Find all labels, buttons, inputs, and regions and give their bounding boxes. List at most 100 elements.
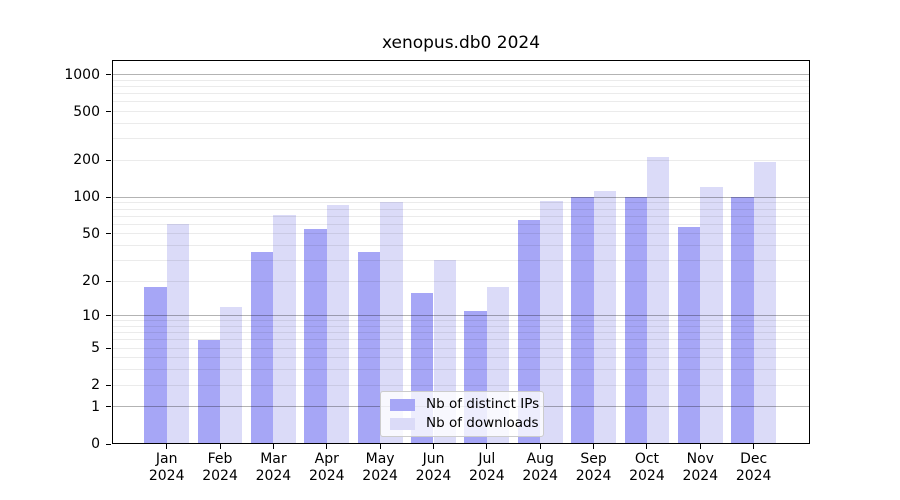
legend-row-ips: Nb of distinct IPs bbox=[390, 397, 539, 412]
x-tick-label: Oct 2024 bbox=[619, 451, 675, 485]
y-axis-tick bbox=[106, 315, 111, 317]
x-tick-year: 2024 bbox=[469, 468, 505, 484]
y-axis-tick bbox=[106, 443, 111, 445]
x-tick-label: Dec 2024 bbox=[726, 451, 782, 485]
gridline-minor bbox=[112, 208, 810, 210]
y-axis-tick bbox=[106, 159, 111, 161]
x-tick-year: 2024 bbox=[362, 468, 398, 484]
y-axis-tick bbox=[106, 406, 111, 408]
gridline-minor bbox=[112, 215, 810, 217]
ips-swatch-icon bbox=[390, 398, 415, 411]
x-tick-year: 2024 bbox=[308, 468, 345, 484]
x-axis-tick bbox=[166, 444, 168, 449]
bar-ips-feb bbox=[197, 340, 221, 444]
gridline-minor bbox=[112, 79, 810, 81]
x-axis-tick bbox=[379, 444, 381, 449]
plot-area bbox=[112, 60, 810, 444]
bar-ips-jan bbox=[144, 286, 167, 444]
gridline-minor bbox=[112, 384, 810, 386]
gridline-minor bbox=[112, 280, 810, 282]
y-axis-tick bbox=[106, 233, 111, 235]
y-axis-tick bbox=[106, 111, 111, 113]
bar-downloads-sep bbox=[593, 190, 616, 444]
y-tick-label: 5 bbox=[91, 340, 100, 357]
bar-ips-apr bbox=[304, 228, 327, 444]
bar-downloads-mar bbox=[273, 214, 296, 444]
x-axis-tick bbox=[593, 444, 595, 449]
x-tick-label: Sep 2024 bbox=[566, 451, 622, 485]
legend: Nb of distinct IPs Nb of downloads bbox=[380, 391, 544, 437]
x-tick-label: Jun 2024 bbox=[406, 451, 462, 485]
bar-downloads-feb bbox=[220, 306, 243, 444]
x-tick-year: 2024 bbox=[682, 468, 719, 484]
bar-ips-aug bbox=[517, 220, 541, 444]
gridline-minor bbox=[112, 259, 810, 261]
x-axis-tick bbox=[486, 444, 488, 449]
gridline-minor bbox=[112, 326, 810, 328]
gridline-minor bbox=[112, 93, 810, 95]
downloads-swatch-icon bbox=[390, 417, 415, 430]
x-axis-tick bbox=[699, 444, 701, 449]
x-tick-label: May 2024 bbox=[352, 451, 408, 485]
x-axis-tick bbox=[219, 444, 221, 449]
y-tick-label: 500 bbox=[73, 103, 100, 120]
x-tick-label: Jan 2024 bbox=[139, 451, 195, 485]
x-axis-tick bbox=[539, 444, 541, 449]
bar-downloads-oct bbox=[646, 156, 670, 444]
gridline-minor bbox=[112, 138, 810, 140]
bar-downloads-jan bbox=[166, 224, 190, 444]
gridline-minor bbox=[112, 111, 810, 113]
y-axis-tick bbox=[106, 280, 111, 282]
y-axis-tick bbox=[106, 384, 111, 386]
y-axis-tick bbox=[106, 347, 111, 349]
gridline-minor bbox=[112, 202, 810, 204]
gridline-major bbox=[112, 196, 810, 198]
gridline-minor bbox=[112, 223, 810, 225]
x-tick-label: Mar 2024 bbox=[245, 451, 301, 485]
gridline-minor bbox=[112, 233, 810, 235]
bar-downloads-apr bbox=[326, 205, 350, 444]
y-axis-tick bbox=[106, 74, 111, 76]
gridline-minor bbox=[112, 320, 810, 322]
x-tick-year: 2024 bbox=[735, 468, 772, 484]
legend-row-downloads: Nb of downloads bbox=[390, 416, 539, 431]
x-tick-label: Apr 2024 bbox=[299, 451, 355, 485]
gridline-minor bbox=[112, 357, 810, 359]
y-tick-label: 20 bbox=[82, 273, 100, 290]
gridline-minor bbox=[112, 369, 810, 371]
gridline-minor bbox=[112, 244, 810, 246]
x-tick-year: 2024 bbox=[575, 468, 612, 484]
x-tick-year: 2024 bbox=[148, 468, 185, 484]
x-tick-year: 2024 bbox=[522, 468, 559, 484]
y-tick-label: 0 bbox=[91, 436, 100, 452]
gridline-minor bbox=[112, 332, 810, 334]
y-tick-label: 1 bbox=[91, 398, 100, 415]
x-tick-year: 2024 bbox=[415, 468, 452, 484]
gridline-minor bbox=[112, 101, 810, 103]
gridline-minor bbox=[112, 339, 810, 341]
bar-downloads-may bbox=[380, 201, 403, 444]
y-tick-label: 200 bbox=[73, 152, 100, 169]
x-axis-tick bbox=[272, 444, 274, 449]
gridline-minor bbox=[112, 86, 810, 88]
y-tick-label: 2 bbox=[91, 377, 100, 394]
gridline-minor bbox=[112, 347, 810, 349]
x-axis-tick bbox=[326, 444, 328, 449]
x-axis-tick bbox=[646, 444, 648, 449]
y-tick-label: 100 bbox=[73, 189, 100, 206]
legend-label-ips: Nb of distinct IPs bbox=[426, 396, 540, 412]
x-axis-tick bbox=[433, 444, 434, 449]
legend-label-downloads: Nb of downloads bbox=[426, 415, 539, 431]
gridline-major bbox=[112, 315, 810, 317]
x-tick-label: Jul 2024 bbox=[459, 451, 515, 485]
x-tick-year: 2024 bbox=[202, 468, 238, 484]
bar-downloads-dec bbox=[753, 162, 777, 444]
x-tick-label: Aug 2024 bbox=[512, 451, 568, 485]
x-axis-tick bbox=[753, 444, 755, 449]
y-tick-label: 50 bbox=[82, 225, 100, 242]
y-tick-label: 10 bbox=[82, 307, 100, 324]
x-tick-year: 2024 bbox=[629, 468, 665, 484]
y-axis-tick bbox=[106, 196, 111, 198]
gridline-major bbox=[112, 74, 810, 76]
y-tick-label: 1000 bbox=[64, 66, 100, 83]
